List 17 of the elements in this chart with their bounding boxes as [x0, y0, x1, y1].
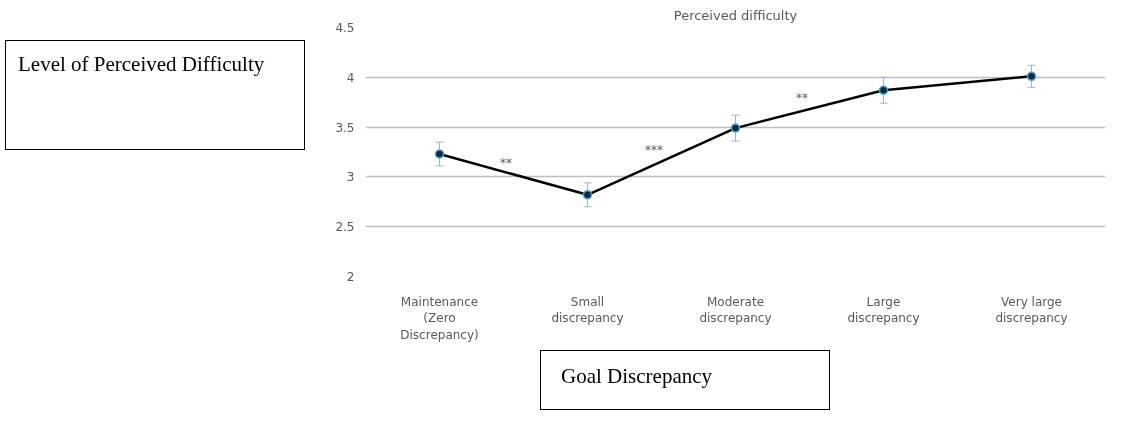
x-tick-label: Maintenance (Zero Discrepancy) [400, 294, 479, 343]
y-tick-label: 2.5 [335, 220, 355, 235]
y-tick-label: 3.5 [335, 120, 355, 135]
y-tick-label: 4 [346, 70, 355, 85]
annotation: *** [645, 143, 664, 158]
y-tick-label: 2 [346, 270, 355, 284]
y-axis-title: Level of Perceived Difficulty [18, 51, 265, 78]
chart-title: Perceived difficulty [673, 7, 798, 23]
annotation: ** [500, 156, 513, 171]
x-tick-label: Large discrepancy [847, 294, 920, 326]
annotation: ** [796, 91, 809, 106]
x-tick-label: Very large discrepancy [995, 294, 1068, 326]
x-tick-label: Small discrepancy [551, 294, 624, 326]
x-axis-title: Goal Discrepancy [561, 363, 713, 390]
x-tick-label: Moderate discrepancy [699, 294, 772, 326]
y-tick-label: 3 [346, 170, 355, 185]
y-tick-label: 4.5 [335, 21, 355, 35]
